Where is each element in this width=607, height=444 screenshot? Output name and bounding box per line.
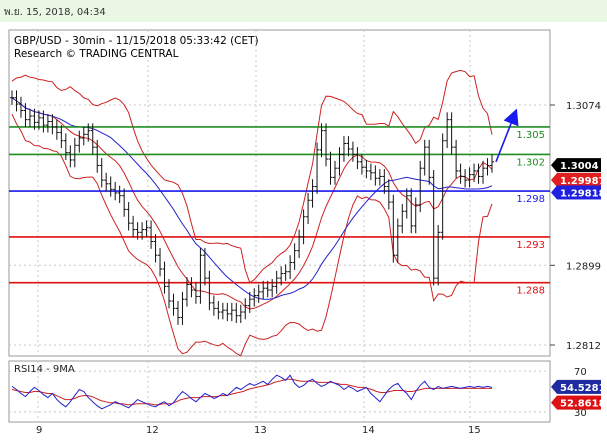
lower-band-line bbox=[11, 113, 493, 357]
forecast-arrow bbox=[495, 108, 519, 163]
rsi-line bbox=[11, 374, 493, 410]
current-price-tag-pointer bbox=[551, 158, 557, 173]
bands-layer bbox=[11, 69, 493, 357]
axes-layer: 1.3074 1.2899 1.2812 9 12 13 14 15 70 30 1.3004 1.2… bbox=[36, 101, 606, 436]
ma-price-tag-text: 1.29818 bbox=[560, 188, 606, 199]
rsi-value-tag-text: 54.5281 bbox=[560, 383, 606, 394]
header-bar: พ.ย. 15, 2018, 04:34 bbox=[0, 0, 607, 22]
rsi-label: RSI14 - 9MA bbox=[14, 364, 75, 375]
rsi-ma-value-tag-text: 52.8618 bbox=[560, 399, 606, 410]
price-tick-label: 1.3074 bbox=[566, 101, 601, 112]
price-series bbox=[10, 90, 519, 325]
rsi-ma-value-tag-pointer bbox=[551, 395, 557, 410]
header-date: พ.ย. 15, 2018, 04:34 bbox=[4, 7, 106, 18]
ma-price-tag-bg bbox=[557, 185, 601, 200]
main-plot-frame bbox=[8, 29, 551, 357]
x-tick-label: 9 bbox=[36, 425, 42, 436]
rsi-plot-frame bbox=[8, 360, 551, 423]
current-price-tag-text: 1.3004 bbox=[560, 161, 599, 172]
x-tick-label: 15 bbox=[468, 425, 481, 436]
band-price-tag-bg bbox=[557, 172, 601, 187]
rsi-ma-value-tag-bg bbox=[557, 395, 601, 410]
rsi-tick-label: 70 bbox=[574, 367, 587, 378]
x-tick-label: 14 bbox=[362, 425, 375, 436]
levels-layer: 1.305 1.302 1.298 1.293 1.288 bbox=[9, 126, 550, 297]
rsi-tick-label: 30 bbox=[574, 408, 587, 419]
middle-band-line bbox=[11, 97, 493, 310]
x-tick-label: 13 bbox=[254, 425, 267, 436]
grid-lines bbox=[9, 30, 550, 422]
level-label-1.302: 1.302 bbox=[516, 157, 545, 168]
level-label-1.293: 1.293 bbox=[516, 240, 545, 251]
chart-title: GBP/USD - 30min - 11/15/2018 05:33:42 (C… bbox=[14, 35, 259, 47]
rsi-ma-line bbox=[11, 378, 492, 406]
band-price-tag-text: 1.29987 bbox=[560, 176, 606, 187]
rsi-value-tag-pointer bbox=[551, 379, 557, 394]
level-label-1.298: 1.298 bbox=[516, 194, 545, 205]
x-tick-label: 12 bbox=[146, 425, 159, 436]
upper-band-line bbox=[11, 69, 493, 284]
price-tick-label: 1.2899 bbox=[566, 261, 601, 272]
level-label-1.305: 1.305 bbox=[516, 130, 545, 141]
ma-price-tag-pointer bbox=[551, 185, 557, 200]
moving-average-line bbox=[11, 97, 493, 300]
chart-subtitle: Research © TRADING CENTRAL bbox=[14, 48, 179, 60]
level-label-1.288: 1.288 bbox=[516, 286, 545, 297]
price-tick-label: 1.2812 bbox=[566, 341, 601, 352]
current-price-tag-bg bbox=[557, 158, 601, 173]
rsi-layer bbox=[9, 370, 550, 413]
rsi-value-tag-bg bbox=[557, 379, 601, 394]
band-price-tag-pointer bbox=[551, 172, 557, 187]
